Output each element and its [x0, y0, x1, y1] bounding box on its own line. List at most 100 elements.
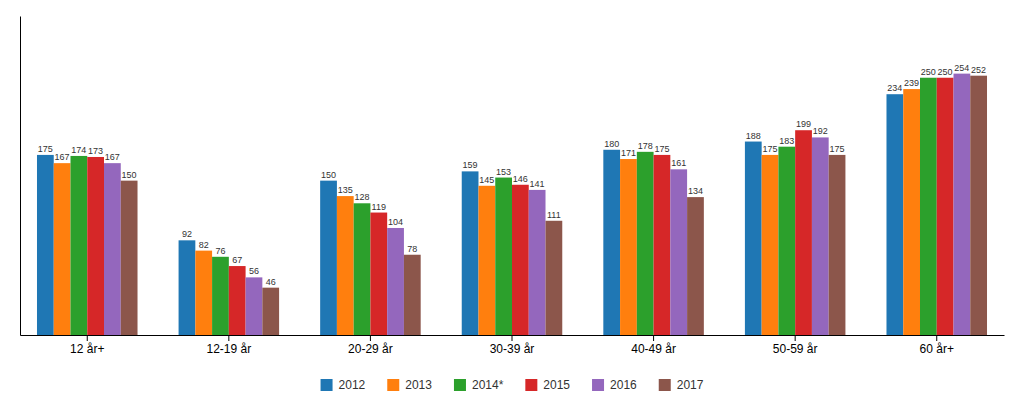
bar [745, 142, 762, 335]
data-label: 167 [105, 152, 120, 162]
y-axis-line [20, 17, 21, 336]
y-axis [20, 17, 21, 336]
data-label: 92 [182, 229, 192, 239]
legend-label: 2016 [610, 378, 637, 392]
data-label: 173 [88, 146, 103, 156]
legend-swatch [454, 379, 466, 391]
bar [603, 150, 620, 335]
bar [404, 255, 421, 335]
legend-item: 2014* [454, 378, 504, 392]
x-tick-mark [512, 335, 513, 341]
bar [687, 197, 704, 335]
x-tick: 30-39 år [490, 335, 535, 356]
bar [495, 178, 512, 335]
data-label: 178 [638, 141, 653, 151]
data-label: 183 [779, 136, 794, 146]
data-label: 254 [954, 63, 969, 73]
data-label: 175 [654, 144, 669, 154]
bar [121, 181, 138, 335]
bar [654, 155, 671, 335]
bar [179, 240, 196, 335]
x-tick-mark [936, 335, 937, 341]
bar [886, 94, 903, 335]
data-label: 171 [621, 148, 636, 158]
legend-swatch [525, 379, 537, 391]
bar [212, 257, 229, 335]
bar [795, 130, 812, 335]
x-tick-label: 20-29 år [348, 342, 393, 356]
bar [370, 213, 387, 335]
data-label: 161 [671, 158, 686, 168]
plot: 1759215015918018823416782135145171175239… [21, 17, 1005, 356]
bar [337, 196, 354, 335]
bar [778, 147, 795, 335]
bar [87, 157, 104, 335]
legend-item: 2016 [592, 378, 637, 392]
data-label: 180 [604, 139, 619, 149]
legend-swatch [387, 379, 399, 391]
legend-label: 2012 [339, 378, 366, 392]
bar [320, 181, 337, 335]
x-axis: 12 år+ 12-19 år 20-29 år 30-39 år 40-49 år 50… [21, 335, 1005, 356]
x-tick: 12 år+ [70, 335, 104, 356]
legend-item: 2013 [387, 378, 432, 392]
data-label: 159 [463, 160, 478, 170]
data-label: 111 [547, 210, 561, 220]
x-tick-mark [370, 335, 371, 341]
x-tick-label: 12-19 år [206, 342, 251, 356]
data-label: 78 [407, 244, 417, 254]
data-label: 128 [355, 192, 370, 202]
bar [37, 155, 54, 335]
bar [829, 155, 846, 335]
x-tick: 50-59 år [773, 335, 818, 356]
data-label: 150 [122, 170, 137, 180]
bar [954, 74, 971, 335]
data-label: 250 [921, 67, 936, 77]
data-label: 76 [215, 246, 225, 256]
bar [195, 251, 212, 335]
x-tick-label: 60 år+ [920, 342, 954, 356]
data-label: 141 [530, 179, 545, 189]
bar [70, 156, 87, 335]
bar [920, 78, 937, 335]
data-label: 239 [904, 78, 919, 88]
bar [812, 137, 829, 335]
data-label: 153 [496, 167, 511, 177]
legend-label: 2017 [677, 378, 704, 392]
data-label: 188 [746, 131, 761, 141]
legend-item: 2015 [525, 378, 570, 392]
bar [54, 163, 71, 335]
bar [104, 163, 121, 335]
chart-container: 1759215015918018823416782135145171175239… [0, 0, 1024, 407]
data-label: 150 [321, 170, 336, 180]
legend: 2012 2013 2014* 2015 2016 2017 [321, 378, 704, 392]
bar [670, 169, 687, 335]
data-label: 192 [813, 126, 828, 136]
bar [354, 203, 371, 335]
data-label: 119 [372, 202, 386, 212]
data-label: 135 [338, 185, 353, 195]
legend-label: 2014* [472, 378, 504, 392]
x-tick-mark [653, 335, 654, 341]
x-tick: 40-49 år [631, 335, 676, 356]
legend-swatch [659, 379, 671, 391]
data-label: 234 [887, 83, 902, 93]
x-tick: 60 år+ [920, 335, 954, 356]
x-tick-mark [795, 335, 796, 341]
x-tick-label: 30-39 år [490, 342, 535, 356]
bar [229, 266, 246, 335]
data-label: 46 [266, 277, 276, 287]
x-tick: 12-19 år [206, 335, 251, 356]
bar [246, 277, 263, 335]
bar [546, 221, 563, 335]
x-tick-label: 50-59 år [773, 342, 818, 356]
bar [970, 76, 987, 335]
data-label: 67 [232, 255, 242, 265]
bar [262, 288, 279, 335]
bar [937, 78, 954, 335]
x-tick-mark [87, 335, 88, 341]
data-label: 56 [249, 266, 259, 276]
bar [762, 155, 779, 335]
bar [620, 159, 637, 335]
legend-label: 2013 [405, 378, 432, 392]
